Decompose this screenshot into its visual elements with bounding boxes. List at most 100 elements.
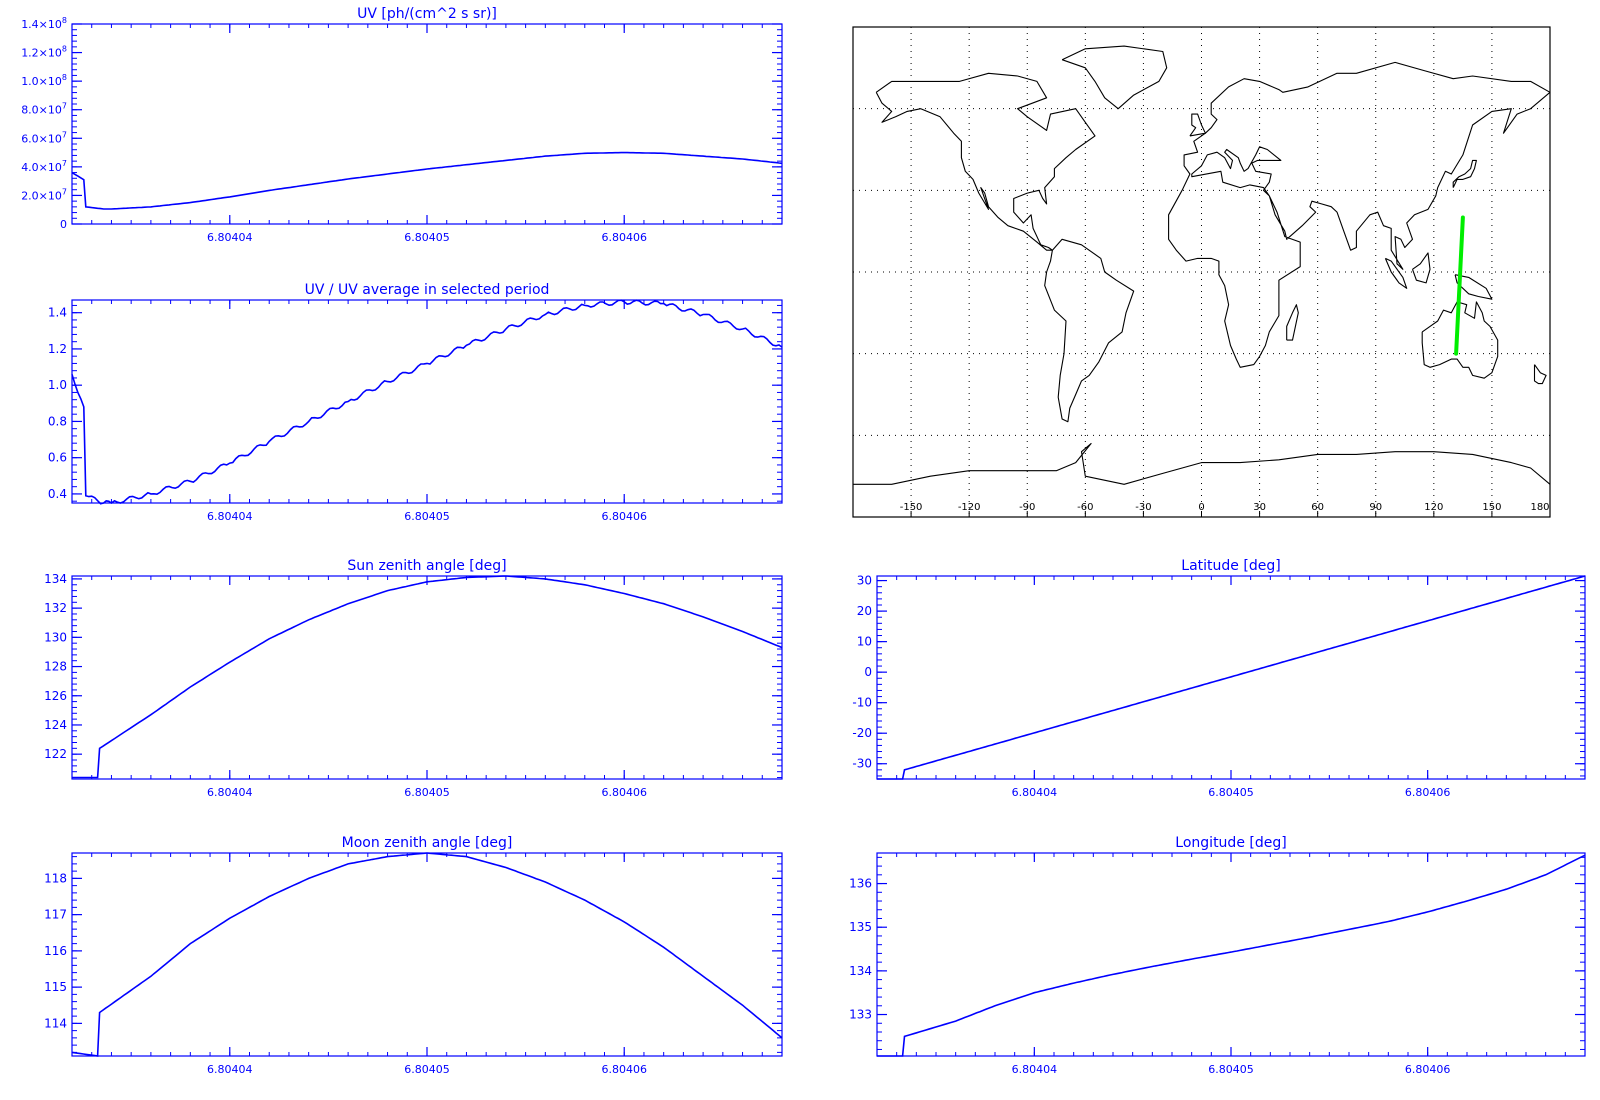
y-tick-label: 118 xyxy=(44,871,67,885)
x-tick-label: 6.80406 xyxy=(601,1063,647,1076)
y-tick-mantissa: 0 xyxy=(60,218,67,231)
y-tick-label: 126 xyxy=(44,689,67,703)
uk-coast xyxy=(1189,113,1206,137)
chart-title: Moon zenith angle [deg] xyxy=(342,835,513,851)
y-tick-label: 8.0×107 xyxy=(21,102,67,117)
map-lon-label: 60 xyxy=(1311,502,1324,513)
antarctica-coast xyxy=(853,442,1551,485)
y-tick-label: 0.6 xyxy=(48,451,67,465)
y-tick-label: 134 xyxy=(44,572,67,586)
y-tick-label: 124 xyxy=(44,718,67,732)
y-tick-label: 1.0×108 xyxy=(21,73,67,88)
y-tick-label: 122 xyxy=(44,747,67,761)
y-tick-exponent: 8 xyxy=(62,45,67,54)
y-tick-label: -30 xyxy=(852,757,872,771)
y-tick-label: 133 xyxy=(849,1008,872,1022)
map-lon-label: -30 xyxy=(1135,502,1151,513)
chart-uv: UV [ph/(cm^2 s sr)] 6.80404 6.80405 6.80406… xyxy=(21,6,783,244)
map-lon-label: 90 xyxy=(1369,502,1382,513)
x-tick-label: 6.80404 xyxy=(1012,1063,1058,1076)
y-tick-label: 10 xyxy=(857,635,872,649)
y-tick-mantissa: 1.2×10 xyxy=(21,47,62,60)
map-lon-label: -90 xyxy=(1019,502,1035,513)
chart-title: Latitude [deg] xyxy=(1181,558,1280,574)
chart-latitude: Latitude [deg] 6.80404 6.80405 6.80406 -30 -2… xyxy=(852,558,1586,799)
y-tick-label: 135 xyxy=(849,920,872,934)
y-tick-label: 132 xyxy=(44,601,67,615)
y-tick-exponent: 7 xyxy=(62,102,67,111)
y-tick-label: 1.4 xyxy=(48,306,67,320)
y-tick-label: 2.0×107 xyxy=(21,187,67,202)
chart-title: UV [ph/(cm^2 s sr)] xyxy=(357,6,497,22)
y-tick-label: 0 xyxy=(60,218,67,231)
x-tick-label: 6.80406 xyxy=(601,510,647,523)
plot-frame xyxy=(71,575,783,780)
y-tick-label: 114 xyxy=(44,1016,67,1030)
map-lon-label: -120 xyxy=(958,502,981,513)
x-tick-label: 6.80404 xyxy=(207,786,253,799)
x-tick-label: 6.80406 xyxy=(1405,786,1451,799)
y-tick-label: 1.2×108 xyxy=(21,45,67,60)
y-tick-label: 1.0 xyxy=(48,378,67,392)
y-tick-label: 134 xyxy=(849,964,872,978)
map-lon-label: -60 xyxy=(1077,502,1093,513)
y-tick-label: 130 xyxy=(44,630,67,644)
x-tick-label: 6.80405 xyxy=(1208,786,1254,799)
y-tick-label: 0.8 xyxy=(48,414,67,428)
south-america-coast xyxy=(1044,238,1135,423)
chart-title: Longitude [deg] xyxy=(1175,835,1286,851)
plot-frame xyxy=(71,299,783,504)
x-tick-label: 6.80405 xyxy=(404,786,450,799)
greenland-coast xyxy=(1061,45,1168,110)
map-lon-label: 30 xyxy=(1253,502,1266,513)
y-tick-label: 1.4×108 xyxy=(21,16,67,31)
y-tick-exponent: 7 xyxy=(62,130,67,139)
y-tick-exponent: 8 xyxy=(62,16,67,25)
x-tick-label: 6.80406 xyxy=(601,231,647,244)
y-tick-label: 4.0×107 xyxy=(21,159,67,174)
plot-frame xyxy=(71,23,783,225)
y-tick-label: -10 xyxy=(852,696,872,710)
y-tick-label: 136 xyxy=(849,877,872,891)
chart-longitude: Longitude [deg] 6.80404 6.80405 6.80406 133 1… xyxy=(849,835,1586,1076)
x-tick-label: 6.80405 xyxy=(1208,1063,1254,1076)
y-tick-exponent: 7 xyxy=(62,187,67,196)
plot-frame xyxy=(71,852,783,1057)
y-tick-exponent: 8 xyxy=(62,73,67,82)
chart-sun-zenith: Sun zenith angle [deg] 6.80404 6.80405 6.80… xyxy=(44,558,783,799)
map-lon-label: 180 xyxy=(1530,502,1549,513)
x-tick-label: 6.80406 xyxy=(1405,1063,1451,1076)
x-tick-label: 6.80405 xyxy=(404,1063,450,1076)
japan-coast xyxy=(1452,159,1477,188)
chart-moon-zenith: Moon zenith angle [deg] 6.80404 6.80405 6.8… xyxy=(44,835,783,1076)
y-tick-mantissa: 2.0×10 xyxy=(21,189,62,202)
north-america-coast xyxy=(875,72,1096,251)
series-line xyxy=(71,852,783,1057)
y-tick-label: 6.0×107 xyxy=(21,130,67,145)
y-tick-label: 30 xyxy=(857,574,872,588)
y-tick-label: 0.4 xyxy=(48,487,67,501)
ground-track xyxy=(1454,215,1465,356)
y-tick-label: 116 xyxy=(44,944,67,958)
map-lon-label: 120 xyxy=(1424,502,1443,513)
map-lon-label: -150 xyxy=(900,502,923,513)
series-line xyxy=(877,575,1586,780)
y-tick-mantissa: 6.0×10 xyxy=(21,132,62,145)
y-tick-label: 128 xyxy=(44,660,67,674)
x-tick-label: 6.80405 xyxy=(404,231,450,244)
map-lon-label: 0 xyxy=(1198,502,1204,513)
x-tick-label: 6.80404 xyxy=(207,231,253,244)
y-tick-label: 20 xyxy=(857,604,872,618)
y-tick-label: 115 xyxy=(44,980,67,994)
chart-title: Sun zenith angle [deg] xyxy=(347,558,506,574)
africa-eurasia-coast xyxy=(1168,61,1551,368)
y-tick-mantissa: 1.4×10 xyxy=(21,18,62,31)
map-lon-label: 150 xyxy=(1482,502,1501,513)
x-tick-label: 6.80404 xyxy=(1012,786,1058,799)
series-line xyxy=(71,151,783,210)
y-tick-label: 117 xyxy=(44,908,67,922)
series-line xyxy=(71,299,783,505)
sumatra-coast xyxy=(1384,257,1408,289)
x-tick-label: 6.80405 xyxy=(404,510,450,523)
